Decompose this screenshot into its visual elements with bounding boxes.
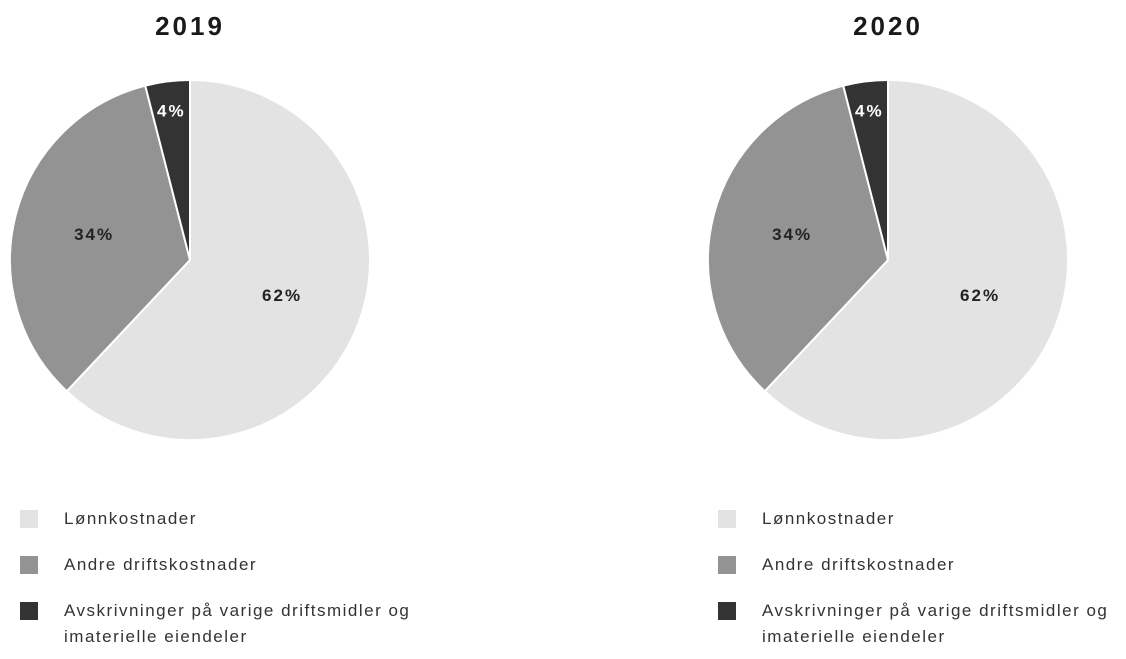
pie-slice <box>707 84 890 393</box>
slice-label: 34% <box>74 225 114 244</box>
legend-item: Avskrivninger på varige driftsmidler og … <box>718 598 1126 650</box>
chart-title: 2019 <box>155 11 225 41</box>
legend-swatch <box>20 556 38 574</box>
legend-label: Andre driftskostnader <box>64 555 258 574</box>
pie-slice <box>842 78 889 261</box>
slice-label: 4% <box>157 101 186 120</box>
legend-item: Lønnkostnader <box>20 506 444 532</box>
legend-item: Andre driftskostnader <box>20 552 444 578</box>
legend-label: Lønnkostnader <box>64 509 197 528</box>
pie-slice <box>9 84 192 393</box>
legend: Lønnkostnader Andre driftskostnader Avskri… <box>20 506 444 659</box>
legend-swatch <box>20 510 38 528</box>
legend-item: Andre driftskostnader <box>718 552 1126 578</box>
slice-label: 4% <box>855 101 884 120</box>
legend-swatch <box>20 602 38 620</box>
legend-swatch <box>718 510 736 528</box>
legend-swatch <box>718 602 736 620</box>
chart-title: 2020 <box>853 11 923 41</box>
slice-label: 34% <box>772 225 812 244</box>
legend-item: Lønnkostnader <box>718 506 1126 532</box>
pie-slice <box>65 78 371 441</box>
legend-item: Avskrivninger på varige driftsmidler og … <box>20 598 444 650</box>
legend-swatch <box>718 556 736 574</box>
legend-label: Andre driftskostnader <box>762 555 956 574</box>
slice-label: 62% <box>960 286 1000 305</box>
slice-label: 62% <box>262 286 302 305</box>
legend-label: Avskrivninger på varige driftsmidler og … <box>64 601 411 646</box>
legend-label: Lønnkostnader <box>762 509 895 528</box>
pie-slice <box>763 78 1069 441</box>
pie-slice <box>144 78 191 261</box>
legend: Lønnkostnader Andre driftskostnader Avskri… <box>718 506 1126 659</box>
legend-label: Avskrivninger på varige driftsmidler og … <box>762 601 1109 646</box>
